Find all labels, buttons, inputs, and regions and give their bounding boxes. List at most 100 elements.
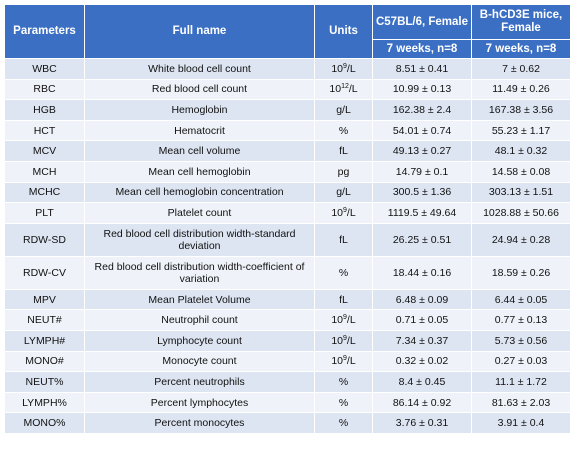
cell-units: 109/L — [314, 309, 373, 331]
header-group-bhcd3e-subtitle: 7 weeks, n=8 — [471, 39, 571, 59]
cell-value-c57bl6: 26.25 ± 0.51 — [372, 222, 472, 257]
cell-value-c57bl6: 86.14 ± 0.92 — [372, 391, 472, 414]
cell-parameter: PLT — [4, 202, 85, 224]
cell-full-name: Hemoglobin — [84, 99, 315, 121]
cell-full-name: Neutrophil count — [84, 309, 315, 331]
cell-full-name: Mean cell hemoglobin — [84, 160, 315, 183]
cell-units: % — [314, 412, 373, 434]
table-row: MPV Mean Platelet Volume fL 6.48 ± 0.09 6.44… — [4, 288, 571, 311]
cell-value-bhcd3e: 6.44 ± 0.05 — [471, 288, 571, 311]
unit-exponent: 9 — [343, 206, 347, 214]
header-units: Units — [314, 4, 373, 59]
unit-base: % — [338, 124, 349, 137]
cell-parameter: LYMPH# — [4, 329, 85, 352]
cell-units: 109/L — [314, 202, 373, 224]
unit-exponent: 9 — [343, 314, 347, 322]
unit-base: fL — [339, 233, 348, 246]
header-full-name: Full name — [84, 4, 315, 59]
cell-full-name: Red blood cell count — [84, 78, 315, 101]
cell-parameter: MPV — [4, 288, 85, 311]
unit-base: 10 — [331, 62, 343, 75]
cell-value-c57bl6: 7.34 ± 0.37 — [372, 329, 472, 352]
unit-base: g/L — [336, 103, 351, 116]
table-row: LYMPH% Percent lymphocytes% 86.14 ± 0.92 81… — [4, 391, 571, 414]
table-row: PLT Platelet count 109/L 1119.5 ± 49.64 1028… — [4, 202, 571, 224]
cell-units: g/L — [314, 99, 373, 121]
cell-parameter: HCT — [4, 119, 85, 142]
table-row: LYMPH# Lymphocyte count 109/L 7.34 ± 0.37 5.… — [4, 329, 571, 352]
cell-units: g/L — [314, 181, 373, 204]
cell-full-name: Red blood cell distribution width-coeffi… — [84, 255, 315, 290]
cell-value-bhcd3e: 3.91 ± 0.4 — [471, 412, 571, 434]
unit-base: pg — [337, 165, 350, 178]
table-row: HCT Hematocrit% 54.01 ± 0.74 55.23 ± 1.17 — [4, 119, 571, 142]
cell-full-name: Mean cell hemoglobin concentration — [84, 181, 315, 204]
cell-units: % — [314, 255, 373, 290]
unit-base: fL — [339, 293, 348, 306]
cell-parameter: RDW-CV — [4, 255, 85, 290]
cell-parameter: MONO% — [4, 412, 85, 434]
unit-base: 10 — [331, 206, 343, 219]
cell-value-c57bl6: 14.79 ± 0.1 — [372, 160, 472, 183]
cell-parameter: MCHC — [4, 181, 85, 204]
cell-full-name: Mean Platelet Volume — [84, 288, 315, 311]
unit-suffix: /L — [346, 314, 356, 327]
cell-units: % — [314, 391, 373, 414]
cell-full-name: Platelet count — [84, 202, 315, 224]
table-container: Parameters Full name Units C57BL/6, Fema… — [4, 4, 571, 434]
cell-value-bhcd3e: 167.38 ± 3.56 — [471, 99, 571, 121]
cell-units: 109/L — [314, 329, 373, 352]
cell-full-name: Mean cell volume — [84, 140, 315, 162]
cell-full-name: Percent lymphocytes — [84, 391, 315, 414]
unit-base: 10 — [331, 334, 343, 347]
table-row: NEUT% Percent neutrophils% 8.4 ± 0.45 11.1 … — [4, 371, 571, 393]
cell-units: % — [314, 119, 373, 142]
cell-parameter: RBC — [4, 78, 85, 101]
cell-value-c57bl6: 3.76 ± 0.31 — [372, 412, 472, 434]
unit-base: 10 — [329, 83, 342, 96]
cell-full-name: Lymphocyte count — [84, 329, 315, 352]
cell-parameter: NEUT% — [4, 371, 85, 393]
cell-parameter: RDW-SD — [4, 222, 85, 257]
table-row: NEUT# Neutrophil count 109/L 0.71 ± 0.05 0.7… — [4, 309, 571, 331]
cell-value-bhcd3e: 0.27 ± 0.03 — [471, 350, 571, 373]
cell-units: 1012/L — [314, 78, 373, 101]
cell-units: % — [314, 371, 373, 393]
cell-value-bhcd3e: 48.1 ± 0.32 — [471, 140, 571, 162]
header-group-c57bl6-subtitle: 7 weeks, n=8 — [372, 39, 472, 59]
cell-full-name: Hematocrit — [84, 119, 315, 142]
unit-base: % — [338, 396, 349, 409]
unit-suffix: /L — [346, 334, 356, 347]
cell-value-c57bl6: 8.51 ± 0.41 — [372, 58, 472, 80]
cell-units: 109/L — [314, 350, 373, 373]
unit-base: % — [338, 417, 349, 430]
cell-value-bhcd3e: 24.94 ± 0.28 — [471, 222, 571, 257]
cell-units: fL — [314, 140, 373, 162]
unit-exponent: 12 — [341, 83, 349, 91]
cell-value-c57bl6: 49.13 ± 0.27 — [372, 140, 472, 162]
table-row: MONO% Percent monocytes% 3.76 ± 0.31 3.91 ±… — [4, 412, 571, 434]
cell-full-name: Monocyte count — [84, 350, 315, 373]
unit-base: g/L — [336, 186, 351, 199]
cell-units: 109/L — [314, 58, 373, 80]
cell-full-name: Percent monocytes — [84, 412, 315, 434]
unit-base: % — [338, 375, 349, 388]
table-row: MCHC Mean cell hemoglobin concentration g/… — [4, 181, 571, 204]
cell-full-name: Red blood cell distribution width-standa… — [84, 222, 315, 257]
unit-base: fL — [339, 145, 348, 158]
cell-value-bhcd3e: 5.73 ± 0.56 — [471, 329, 571, 352]
cell-value-bhcd3e: 55.23 ± 1.17 — [471, 119, 571, 142]
cell-parameter: WBC — [4, 58, 85, 80]
table-body: WBC White blood cell count 109/L 8.51 ± 0.4… — [4, 58, 571, 434]
cell-value-bhcd3e: 1028.88 ± 50.66 — [471, 202, 571, 224]
cell-value-bhcd3e: 7 ± 0.62 — [471, 58, 571, 80]
unit-base: % — [338, 266, 349, 279]
cell-value-bhcd3e: 11.1 ± 1.72 — [471, 371, 571, 393]
cell-value-c57bl6: 18.44 ± 0.16 — [372, 255, 472, 290]
cell-value-c57bl6: 54.01 ± 0.74 — [372, 119, 472, 142]
cell-value-c57bl6: 0.71 ± 0.05 — [372, 309, 472, 331]
cell-value-c57bl6: 8.4 ± 0.45 — [372, 371, 472, 393]
cell-value-c57bl6: 162.38 ± 2.4 — [372, 99, 472, 121]
table-row: HGB Hemoglobin g/L 162.38 ± 2.4 167.38 ± 3.5… — [4, 99, 571, 121]
cell-units: fL — [314, 222, 373, 257]
